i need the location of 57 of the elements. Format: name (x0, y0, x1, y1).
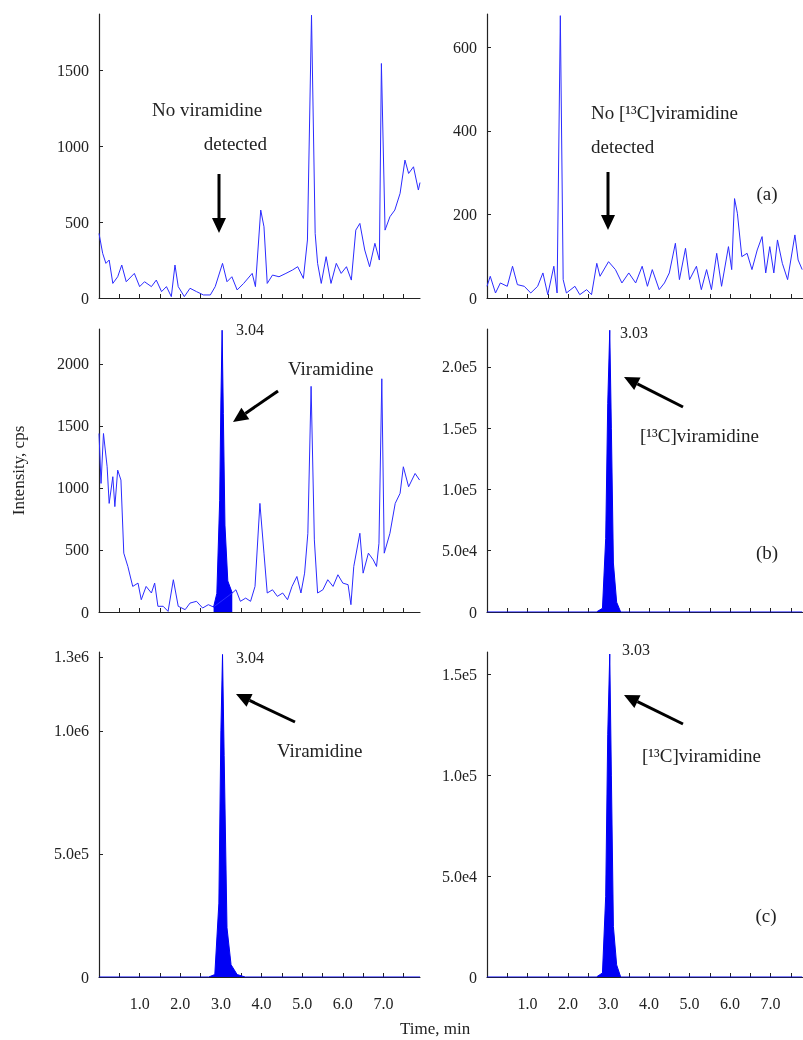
line-series (486, 15, 803, 296)
y-tick-label: 1.3e6 (53, 648, 89, 666)
y-tick-label: 500 (65, 213, 89, 231)
annotation: 3.04 (236, 648, 264, 666)
x-tick-label: 5.0 (679, 994, 700, 1012)
x-tick-label: 2.0 (170, 994, 191, 1012)
annotation: 3.03 (622, 640, 650, 658)
annotation: 3.03 (620, 323, 648, 341)
y-tick-label: 600 (453, 38, 477, 56)
x-tick-label: 6.0 (332, 994, 353, 1012)
y-tick-label: 0 (469, 603, 477, 621)
annotation: [¹³C]viramidine (642, 744, 762, 766)
annotation: Viramidine (277, 739, 363, 761)
x-tick-label: 5.0 (292, 994, 313, 1012)
x-tick-label: 2.0 (558, 994, 579, 1012)
y-tick-label: 1.5e5 (441, 665, 477, 683)
y-tick-label: 1.0e6 (53, 722, 89, 740)
y-tick-label: 5.0e4 (441, 867, 477, 885)
y-tick-label: 0 (469, 289, 477, 307)
annotation: (c) (755, 904, 777, 927)
y-tick-label: 0 (81, 603, 89, 621)
x-tick-label: 7.0 (373, 994, 394, 1012)
x-tick-label: 4.0 (251, 994, 272, 1012)
y-tick-label: 0 (81, 289, 89, 307)
annotation: (b) (755, 541, 779, 564)
y-axis-title: Intensity, cps (9, 425, 28, 516)
y-tick-label: 1000 (57, 479, 89, 497)
annotation: No viramidine detected (151, 98, 268, 154)
x-tick-label: 6.0 (720, 994, 741, 1012)
y-tick-label: 0 (469, 968, 477, 986)
y-tick-label: 1500 (57, 61, 89, 79)
y-tick-label: 200 (453, 205, 477, 223)
x-tick-label: 1.0 (517, 994, 538, 1012)
annotation: (a) (756, 182, 778, 205)
y-tick-label: 0 (81, 968, 89, 986)
annotation: No [¹³C]viramidine detected (591, 101, 743, 157)
y-tick-label: 500 (65, 541, 89, 559)
x-axis-title: Time, min (400, 1018, 471, 1038)
y-tick-label: 1.0e5 (441, 480, 477, 498)
y-tick-label: 2.0e5 (441, 358, 477, 376)
line-series (98, 14, 421, 298)
annotation: Viramidine (288, 357, 374, 379)
x-tick-label: 4.0 (639, 994, 660, 1012)
y-tick-label: 5.0e5 (53, 845, 89, 863)
y-tick-label: 1000 (57, 137, 89, 155)
y-tick-label: 1.0e5 (441, 766, 477, 784)
y-tick-label: 1.5e5 (441, 419, 477, 437)
x-tick-label: 3.0 (598, 994, 619, 1012)
y-tick-label: 1500 (57, 417, 89, 435)
annotation: 3.04 (236, 320, 264, 338)
y-tick-label: 400 (453, 122, 477, 140)
annotation: [¹³C]viramidine (640, 424, 760, 446)
x-tick-label: 3.0 (210, 994, 231, 1012)
y-tick-label: 5.0e4 (441, 542, 477, 560)
x-tick-label: 7.0 (760, 994, 781, 1012)
x-tick-label: 1.0 (129, 994, 150, 1012)
y-tick-label: 2000 (57, 355, 89, 373)
